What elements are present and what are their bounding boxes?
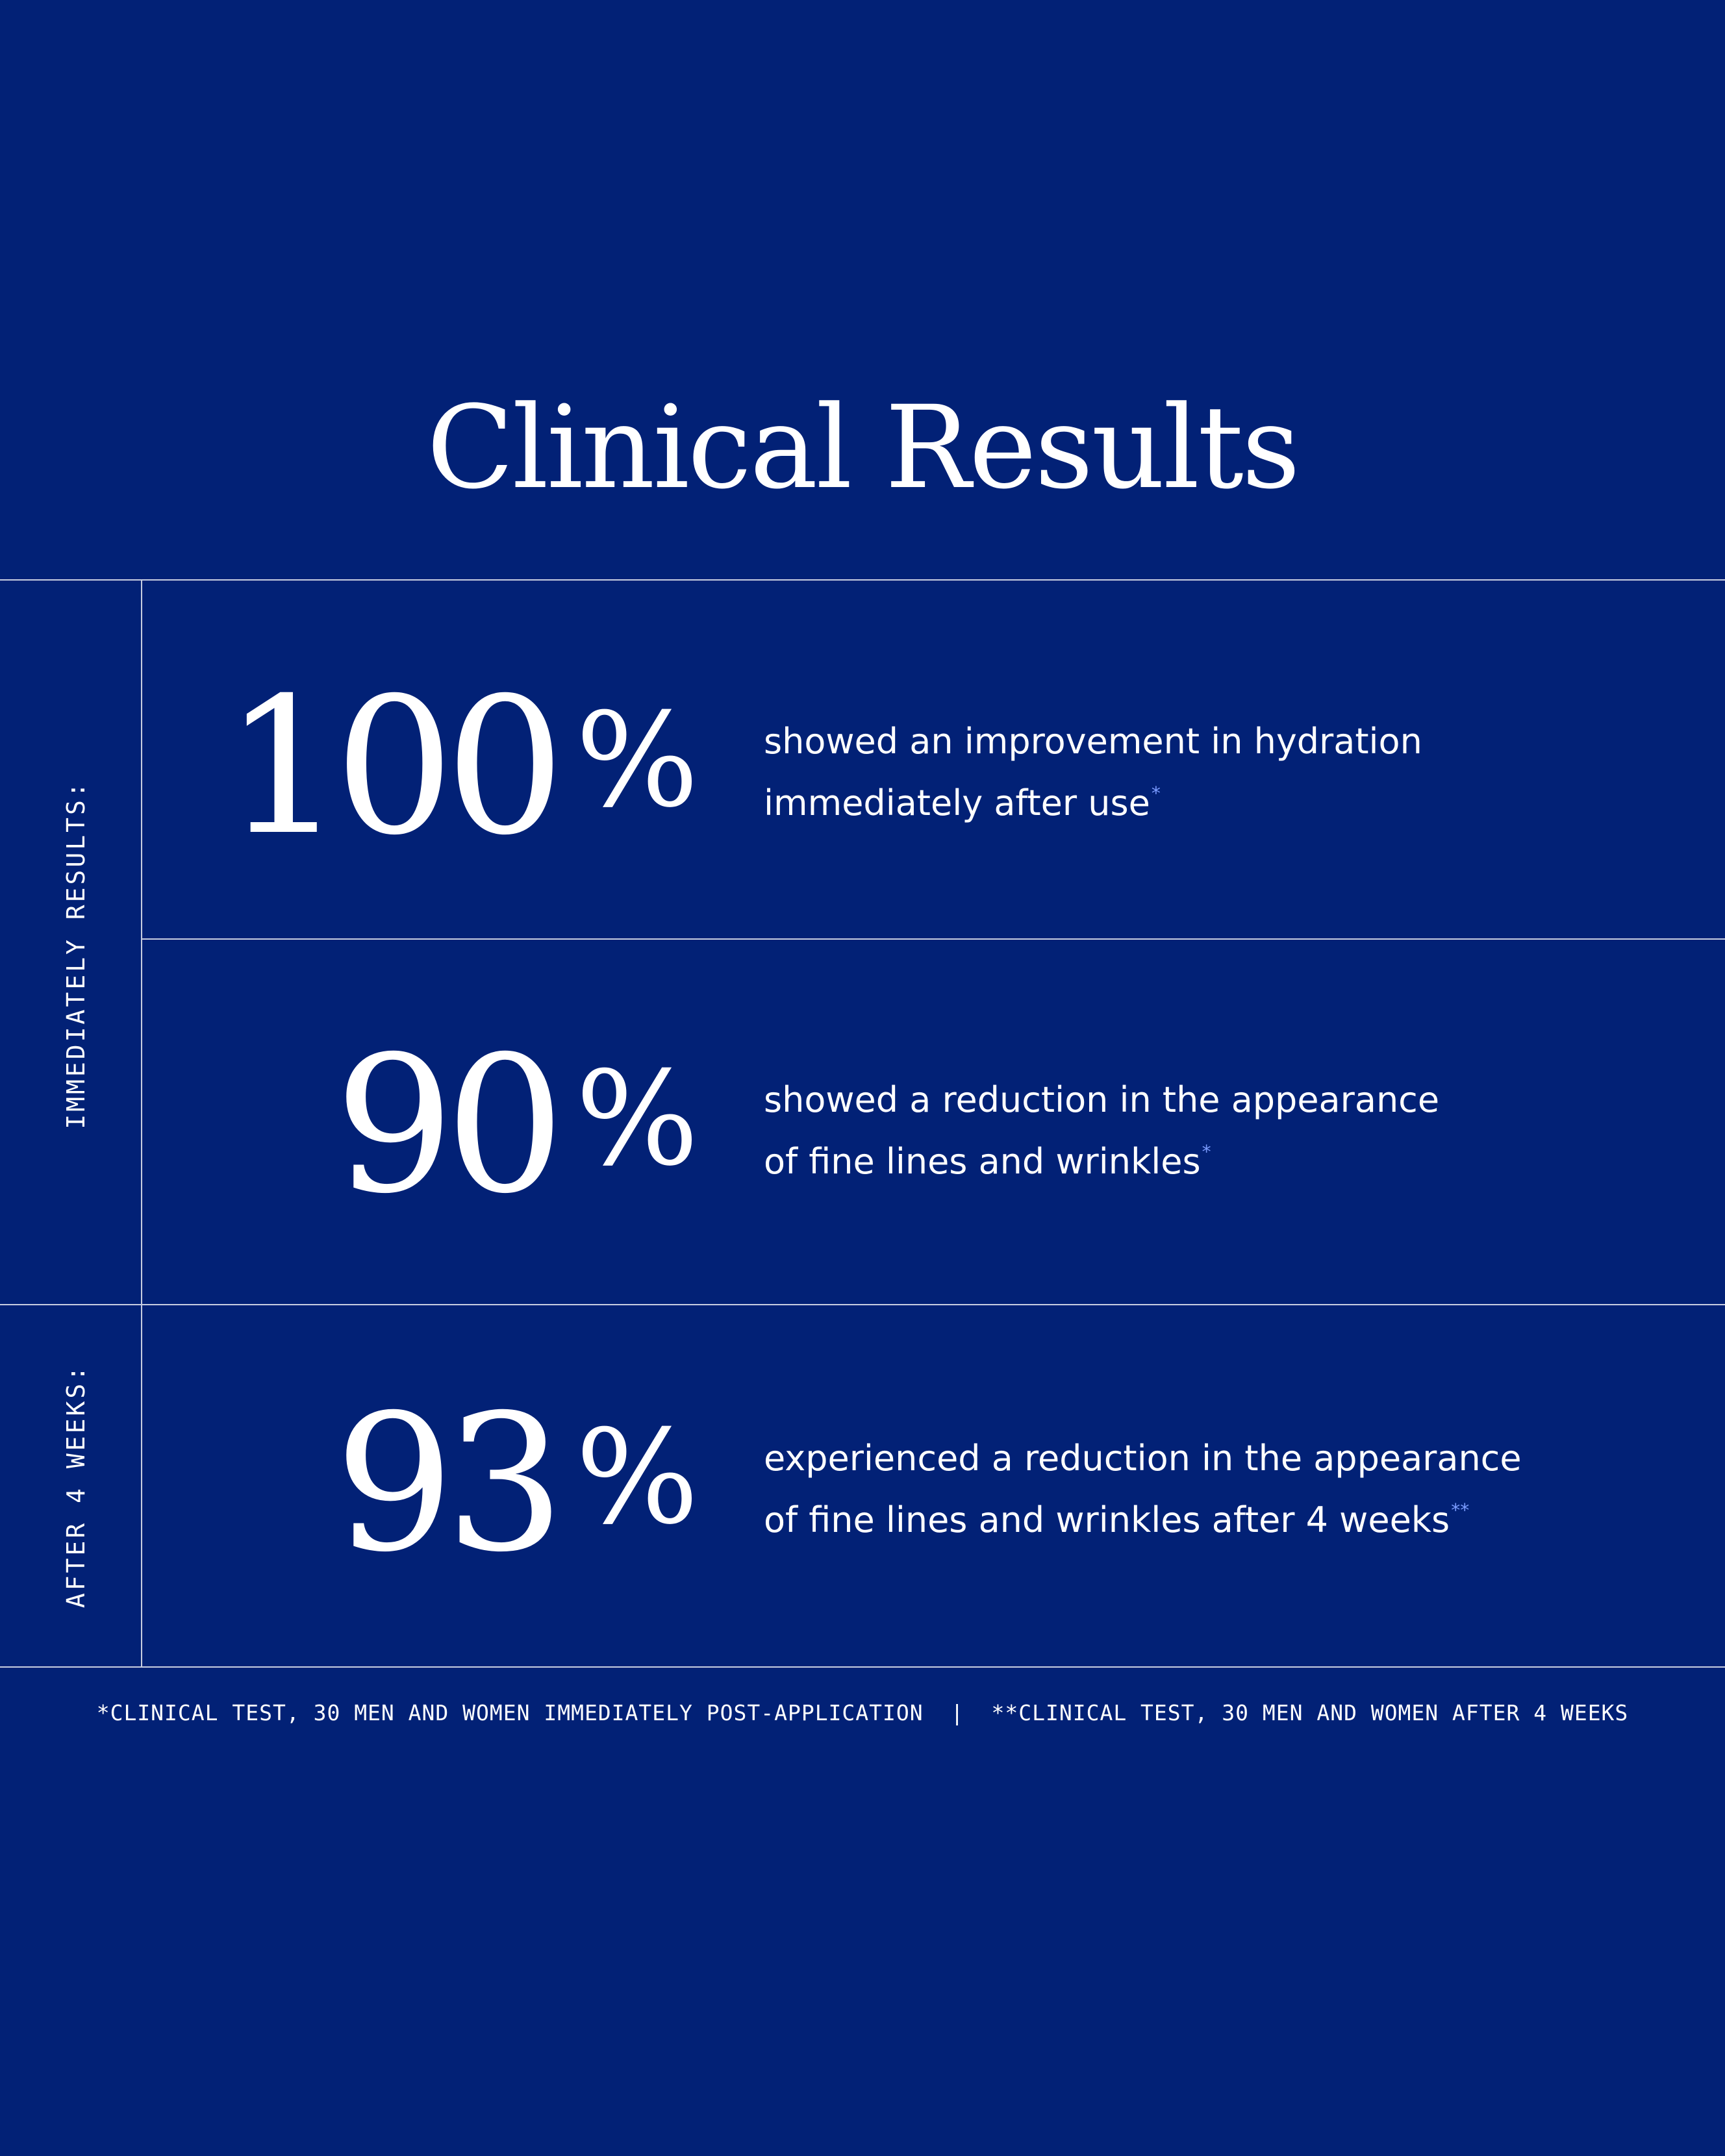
stat-description-text: of fine lines and wrinkles — [764, 1141, 1201, 1182]
stat-number: 100 — [223, 658, 565, 877]
footnote-marker: * — [1202, 1141, 1211, 1162]
stat-number: 90 — [334, 1016, 565, 1235]
divider-vertical — [141, 579, 142, 1668]
stat-description-text: of fine lines and wrinkles after 4 weeks — [764, 1499, 1450, 1540]
divider-top — [0, 579, 1725, 581]
footnote-marker: * — [1151, 783, 1161, 804]
stat-number: 93 — [334, 1375, 565, 1594]
stat-percent-sign: % — [575, 1402, 699, 1553]
stat-percent-sign: % — [575, 685, 699, 836]
section-label-after-4-weeks: AFTER 4 WEEKS: — [62, 1363, 90, 1609]
stat-description-line: immediately after use* — [764, 768, 1673, 829]
stat-percent-sign: % — [575, 1044, 699, 1195]
footnote-immediate: *CLINICAL TEST, 30 MEN AND WOMEN IMMEDIA… — [96, 1700, 924, 1725]
footnote-separator: | — [950, 1700, 964, 1725]
footnotes: *CLINICAL TEST, 30 MEN AND WOMEN IMMEDIA… — [0, 1700, 1725, 1725]
footnote-marker: ** — [1451, 1499, 1470, 1521]
page-title: Clinical Results — [426, 381, 1300, 514]
stat-description-line: of fine lines and wrinkles after 4 weeks… — [764, 1485, 1673, 1546]
stat-description: showed a reduction in the appearance of … — [764, 1074, 1673, 1188]
stat-description-line: showed a reduction in the appearance — [764, 1079, 1440, 1120]
divider-row-2 — [0, 1304, 1725, 1305]
stat-description-text: immediately after use — [764, 783, 1150, 823]
stat-description-line: experienced a reduction in the appearanc… — [764, 1438, 1522, 1479]
stat-description: showed an improvement in hydration immed… — [764, 716, 1673, 829]
divider-row-1 — [142, 938, 1725, 940]
stat-description: experienced a reduction in the appearanc… — [764, 1433, 1673, 1546]
stat-description-line: showed an improvement in hydration — [764, 721, 1422, 762]
footnote-after-4-weeks: **CLINICAL TEST, 30 MEN AND WOMEN AFTER … — [991, 1700, 1629, 1725]
section-label-immediate: IMMEDIATELY RESULTS: — [62, 780, 90, 1129]
stat-description-line: of fine lines and wrinkles* — [764, 1126, 1673, 1188]
divider-bottom — [0, 1666, 1725, 1668]
